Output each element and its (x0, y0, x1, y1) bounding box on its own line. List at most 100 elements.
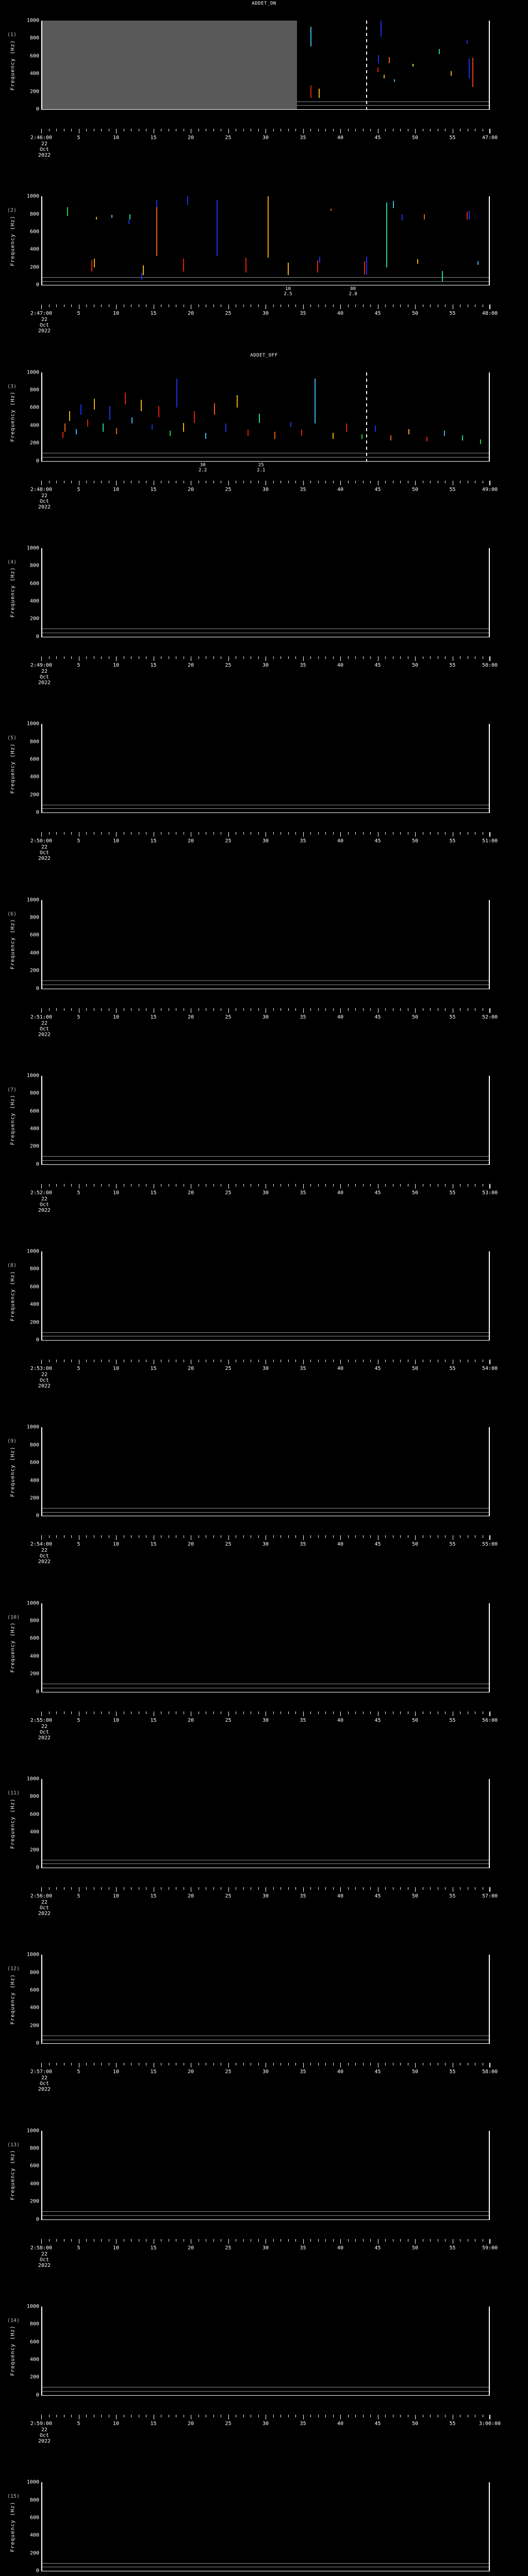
y-tick-label: 1000 (26, 369, 39, 376)
x-tick-mark (101, 129, 102, 131)
x-tick-mark (101, 2414, 102, 2417)
x-tick-labels: 2:47:00 5 10 15 20 25 30 35 40 45 50 55 48:00 (0, 311, 528, 318)
x-tick-label: 5 (77, 311, 80, 317)
y-tick-label: 0 (36, 458, 39, 464)
x-tick-mark (445, 2239, 446, 2242)
x-tick-mark (325, 2239, 326, 2242)
x-tick-label: 25 (225, 2420, 232, 2427)
plot-area (41, 1779, 490, 1868)
date-line: 2022 (38, 1383, 51, 1389)
x-tick-mark (288, 1535, 289, 1538)
x-tick-mark (370, 1183, 371, 1187)
date-line: 22 (41, 1196, 48, 1202)
grid-line (42, 281, 489, 282)
x-tick-mark (318, 480, 319, 483)
axis-annotation: 10 2.5 (284, 286, 292, 297)
x-tick-mark (71, 1887, 72, 1890)
plot-area (41, 372, 490, 461)
x-tick-label: 15 (150, 662, 157, 668)
y-axis-label-text: Frequency (Hz) (10, 567, 16, 618)
panel-9: (9) Frequency (Hz) 1000 800 600 400 200 0 2:54:0… (0, 1406, 528, 1582)
x-tick-label: 25 (225, 311, 232, 317)
x-tick-mark (430, 1711, 431, 1714)
x-end-label: 56:00 (482, 1717, 498, 1723)
y-tick-label: 800 (29, 1090, 39, 1096)
x-tick-mark (430, 480, 431, 483)
x-tick-mark (273, 656, 274, 659)
x-tick-label: 5 (77, 662, 80, 668)
x-tick-mark (116, 2414, 117, 2419)
x-tick-mark (362, 2063, 364, 2066)
y-tick-label: 800 (29, 211, 39, 217)
x-tick-mark (348, 1360, 349, 1363)
x-tick-mark (101, 2239, 102, 2242)
detection-trace (330, 209, 332, 211)
y-tick-label: 600 (29, 1108, 39, 1114)
annotation-line: 2.8 (349, 292, 357, 297)
x-tick-mark (333, 1183, 334, 1187)
x-tick-label: 55 (449, 311, 456, 317)
x-tick-mark (370, 2063, 371, 2066)
x-tick-label: 15 (150, 311, 157, 317)
x-tick-mark (318, 656, 319, 659)
x-tick-label: 10 (112, 486, 120, 493)
x-tick-mark (116, 1535, 117, 1540)
x-tick-mark (71, 2063, 72, 2066)
detection-trace (386, 202, 387, 267)
x-tick-mark (116, 1183, 117, 1189)
x-tick-mark (362, 1887, 364, 1890)
y-tick-label: 200 (29, 616, 39, 622)
x-tick-mark (340, 832, 341, 837)
date-line: 2022 (38, 504, 51, 510)
x-tick-label: 30 (262, 662, 269, 668)
x-tick-labels: 2:49:00 5 10 15 20 25 30 35 40 45 50 55 50:00 (0, 663, 528, 670)
y-tick-label: 0 (36, 1865, 39, 1871)
x-tick-mark (415, 1711, 416, 1716)
y-tick-label: 400 (29, 1126, 39, 1132)
x-end-label: 55:00 (482, 1541, 498, 1548)
detection-trace (62, 431, 63, 438)
plot-area (41, 196, 490, 285)
panel-title: ADDET_ON (252, 1, 276, 6)
y-tick-labels: 1000 800 600 400 200 0 (15, 2303, 39, 2398)
x-tick-label: 55 (449, 1541, 456, 1548)
x-tick-mark (385, 832, 386, 835)
x-tick-mark (243, 1183, 244, 1187)
date-line: Oct (39, 1378, 50, 1384)
annotation-line: 2.5 (284, 292, 292, 297)
x-tick-bar (41, 656, 490, 661)
y-axis-label-text: Frequency (Hz) (10, 1622, 16, 1673)
detection-trace (389, 57, 390, 63)
x-tick-label: 40 (337, 2420, 344, 2427)
x-tick-label: 15 (150, 838, 157, 844)
x-end-label: 50:00 (482, 662, 498, 668)
y-tick-labels: 1000 800 600 400 200 0 (15, 2480, 39, 2574)
x-tick-mark (258, 1008, 259, 1011)
x-tick-bar (41, 1008, 490, 1013)
x-tick-mark (400, 2239, 401, 2242)
x-axis-edge-left (41, 480, 42, 485)
detection-trace (156, 207, 157, 256)
x-tick-mark (280, 656, 281, 659)
y-tick-label: 400 (29, 1829, 39, 1835)
x-tick-mark (258, 656, 259, 659)
detection-trace (366, 257, 367, 275)
x-tick-label: 55 (449, 1014, 456, 1020)
y-tick-label: 600 (29, 1811, 39, 1818)
panel-number-label: (6) (7, 911, 17, 917)
date-line: 2022 (38, 1031, 51, 1038)
x-tick-mark (243, 1887, 244, 1890)
x-tick-mark (445, 1183, 446, 1187)
detection-trace (245, 257, 247, 273)
detection-trace (140, 399, 142, 412)
y-tick-label: 200 (29, 2550, 39, 2556)
x-tick-mark (295, 832, 296, 835)
detection-trace (93, 399, 95, 410)
x-tick-label: 35 (300, 2069, 306, 2075)
date-line: 2022 (38, 2438, 51, 2444)
x-tick-label: 25 (225, 1366, 232, 1372)
x-tick-mark (295, 1711, 296, 1714)
x-tick-mark (48, 1887, 50, 1890)
x-tick-mark (348, 832, 349, 835)
x-tick-label: 5 (77, 1014, 80, 1020)
